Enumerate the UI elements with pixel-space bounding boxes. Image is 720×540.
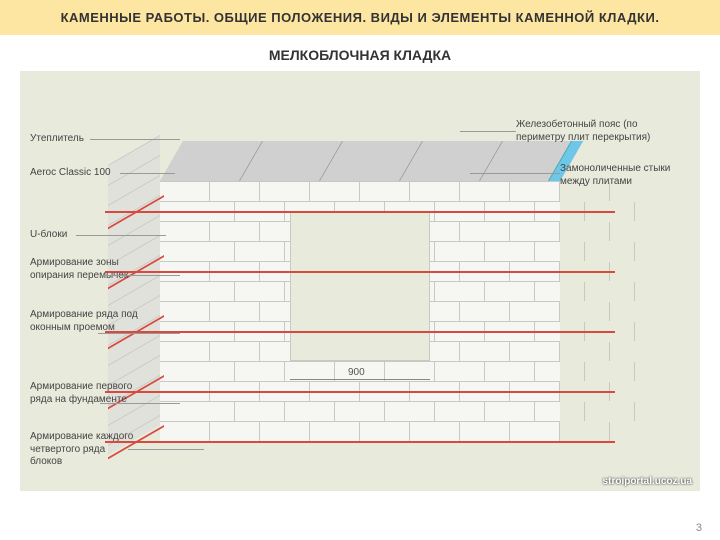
leader-6 bbox=[128, 449, 204, 450]
page-number: 3 bbox=[696, 522, 702, 534]
label-left-3: Армирование зоны опирания перемычек bbox=[30, 257, 140, 282]
leader-7 bbox=[460, 131, 516, 132]
label-left-2: U-блоки bbox=[30, 229, 67, 242]
slide-subtitle: МЕЛКОБЛОЧНАЯ КЛАДКА bbox=[0, 47, 720, 63]
leader-1 bbox=[120, 173, 175, 174]
slide-header: КАМЕННЫЕ РАБОТЫ. ОБЩИЕ ПОЛОЖЕНИЯ. ВИДЫ И… bbox=[0, 0, 720, 35]
leader-4 bbox=[98, 333, 180, 334]
leader-0 bbox=[90, 139, 180, 140]
label-right-1: Замоноличенные стыки между плитами bbox=[560, 163, 700, 188]
leader-5 bbox=[100, 403, 180, 404]
label-right-0: Железобетонный пояс (по периметру плит п… bbox=[516, 119, 686, 144]
leader-2 bbox=[76, 235, 166, 236]
dimension-label: 900 bbox=[348, 367, 365, 378]
watermark: stroiportal.ucoz.ua bbox=[603, 476, 692, 487]
diagram-canvas: 900 Утеплитель Aeroc Classic 100 U-блоки Арм… bbox=[20, 71, 700, 491]
leader-3 bbox=[100, 275, 180, 276]
label-left-6: Армирование каждого четвертого ряда блок… bbox=[30, 431, 140, 469]
leader-8 bbox=[470, 173, 560, 174]
label-left-0: Утеплитель bbox=[30, 133, 84, 146]
label-left-4: Армирование ряда под оконным проемом bbox=[30, 309, 140, 334]
label-left-1: Aeroc Classic 100 bbox=[30, 167, 111, 180]
